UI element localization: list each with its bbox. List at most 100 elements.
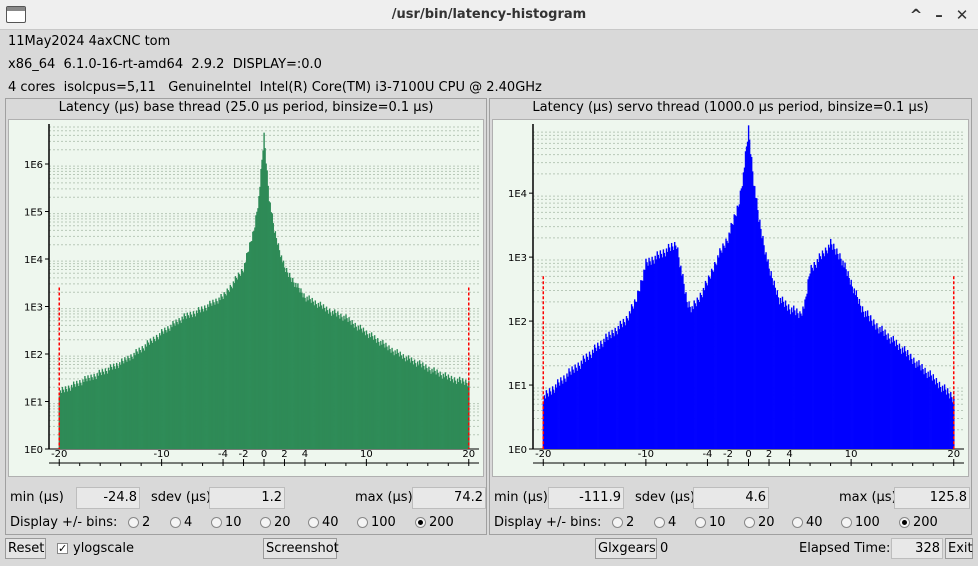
servo-bar [627,320,630,449]
servo-bar [820,259,823,449]
base-x-tick-label: -2 [239,449,249,460]
servo-bar [933,379,936,449]
base-bar [139,350,141,449]
base-bar [341,317,343,449]
ylogscale-checkbox[interactable]: ✓ [57,542,68,555]
base-bar [293,282,295,449]
base-bar [74,384,76,449]
servo-bar [542,403,545,449]
base-bar [441,378,443,449]
servo-bar [950,392,952,449]
servo-bar [664,256,667,449]
screenshot-button[interactable]: Screenshot [263,538,339,559]
base-bar [349,321,351,449]
servo-bar [942,390,945,449]
base-bar [70,384,73,449]
base-bin-radio-200[interactable] [415,517,426,528]
servo-bar [663,252,666,449]
base-bar [200,306,203,449]
base-bin-radio-10[interactable] [211,517,222,528]
base-x-tick-label: 0 [261,449,267,460]
base-bin-radio-40[interactable] [308,517,319,528]
servo-bar [842,260,844,449]
servo-bar [575,367,577,449]
base-bin-radio-100[interactable] [357,517,368,528]
servo-bin-radio-10[interactable] [695,517,706,528]
servo-bar [545,390,548,449]
base-bar [254,227,256,449]
base-thread-panel: Latency (µs) base thread (25.0 µs period… [5,98,487,535]
glxgears-button[interactable]: Glxgears [595,538,657,559]
base-bar [151,342,154,449]
base-bar [169,330,171,449]
servo-bar [819,256,822,449]
servo-bar [883,335,885,449]
window-menu-icon[interactable] [6,6,26,23]
servo-bin-radio-40[interactable] [792,517,803,528]
base-bar [81,385,83,449]
servo-bin-radio-200[interactable] [899,517,910,528]
base-bar [335,312,337,449]
base-bar [183,313,185,449]
servo-bar [940,392,943,449]
base-bar [123,363,125,449]
close-button[interactable]: ✕ [955,6,969,24]
servo-bar [843,267,845,449]
base-bar [92,379,94,449]
servo-bin-radio-20[interactable] [744,517,755,528]
base-bin-radio-20[interactable] [260,517,271,528]
servo-bar [823,256,826,449]
base-bar [284,272,287,449]
base-bin-radio-2[interactable] [128,517,139,528]
reset-button[interactable]: Reset [5,538,46,559]
servo-bar [752,171,754,449]
base-x-tick-label: -4 [218,449,228,460]
servo-bar [841,265,843,449]
servo-bar [930,375,932,449]
base-bar [313,305,315,449]
servo-bar [952,402,954,449]
servo-bar [642,280,644,449]
maximize-button[interactable]: ^ [909,6,923,24]
servo-bar [753,185,755,449]
servo-bar [716,265,718,449]
servo-x-tick-label: 0 [745,449,751,460]
base-bar [178,318,180,449]
servo-bar [887,333,889,449]
base-bar [182,319,184,449]
info-line-kernel: x86_64 6.1.0-16-rt-amd64 2.9.2 DISPLAY=:… [8,57,322,72]
servo-bar [739,190,742,450]
base-bar [108,370,111,449]
servo-bar [689,306,691,449]
base-bar [218,297,220,449]
base-bar [344,319,346,449]
servo-bin-radio-4[interactable] [654,517,665,528]
base-max-value: 74.2 [412,487,486,509]
servo-bar [896,344,899,449]
base-bar [153,338,156,449]
base-bin-radio-4[interactable] [170,517,181,528]
servo-bin-radio-100[interactable] [841,517,852,528]
servo-bar [881,325,883,449]
base-bar [59,390,62,449]
servo-bar [560,377,562,449]
servo-bar [898,343,901,449]
exit-button[interactable]: Exit [945,538,973,559]
base-bar [172,320,174,449]
base-bar [280,255,283,449]
base-bar [113,366,116,449]
servo-bar [690,312,692,449]
base-bar [257,208,259,449]
minimize-button[interactable]: – [935,6,943,24]
base-bar [312,301,314,449]
base-bar [228,291,230,449]
base-bar [392,351,394,449]
servo-bin-radio-2[interactable] [612,517,623,528]
servo-bar [639,291,641,449]
base-bar [343,315,345,449]
base-bar [366,334,369,449]
servo-bar [780,303,783,449]
servo-bar [543,395,546,449]
base-bar [214,304,216,449]
base-bar [332,310,334,449]
